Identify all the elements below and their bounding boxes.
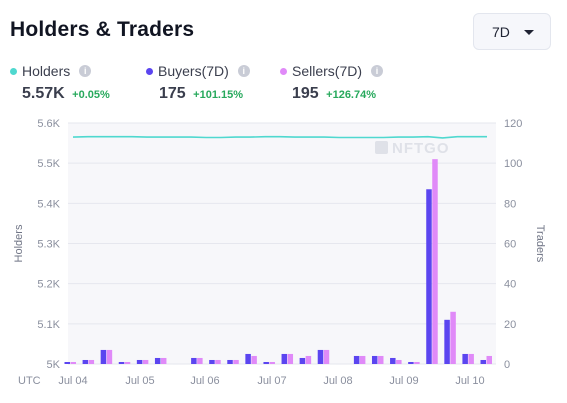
buyers-legend-dot xyxy=(146,67,153,75)
stat-holders-value: 5.57K xyxy=(22,85,65,102)
sellers-bar xyxy=(305,355,312,364)
buyers-bar xyxy=(82,359,89,364)
sellers-bar xyxy=(70,361,76,364)
buyers-bar xyxy=(191,357,197,364)
stat-sellers: Sellers(7D) i 195 +126.74% xyxy=(280,62,384,103)
right-tick-label: 20 xyxy=(504,319,516,331)
buyers-bar xyxy=(408,361,414,364)
sellers-bar xyxy=(160,357,167,364)
stat-holders-label: Holders xyxy=(22,63,71,79)
buyers-bar xyxy=(227,359,233,364)
left-tick-label: 5.5K xyxy=(37,158,60,170)
x-tick-label: Jul 10 xyxy=(455,375,484,387)
buyers-bar xyxy=(390,357,396,364)
sellers-bar xyxy=(287,353,294,364)
buyers-bar xyxy=(353,355,360,364)
buyers-bar xyxy=(444,319,450,364)
sellers-bar xyxy=(88,359,95,364)
watermark: NFTGO xyxy=(392,140,450,157)
right-tick-label: 0 xyxy=(504,359,510,371)
buyers-bar xyxy=(371,355,378,364)
chevron-down-icon xyxy=(524,30,534,35)
stat-buyers: Buyers(7D) i 175 +101.15% xyxy=(146,62,250,103)
x-tick-label: Jul 09 xyxy=(389,375,418,387)
buyers-bar xyxy=(100,349,107,364)
right-axis-title: Traders xyxy=(534,225,546,263)
info-icon[interactable]: i xyxy=(237,65,250,77)
buyers-bar xyxy=(480,359,486,364)
sellers-bar xyxy=(377,355,384,364)
right-tick-label: 60 xyxy=(504,239,516,251)
sellers-bar xyxy=(468,353,474,364)
time-range-value: 7D xyxy=(492,23,510,40)
sellers-bar xyxy=(450,311,456,364)
sellers-bar xyxy=(432,159,438,364)
sellers-bar xyxy=(396,359,402,364)
left-axis-title: Holders xyxy=(13,224,25,262)
stat-sellers-value: 195 xyxy=(292,85,319,102)
stat-buyers-change: +101.15% xyxy=(193,89,244,101)
buyers-bar xyxy=(299,357,306,364)
buyers-bar xyxy=(281,353,288,364)
buyers-bar xyxy=(154,357,161,364)
buyers-bar xyxy=(263,361,269,364)
left-tick-label: 5K xyxy=(47,359,61,371)
stat-holders: Holders i 5.57K +0.05% xyxy=(10,62,110,103)
buyers-bar xyxy=(118,361,125,364)
sellers-bar xyxy=(359,355,366,364)
stat-buyers-label: Buyers(7D) xyxy=(158,63,229,79)
sellers-bar xyxy=(486,355,492,364)
buyers-bar xyxy=(462,353,468,364)
buyers-bar xyxy=(317,349,324,364)
buyers-bar xyxy=(426,189,432,364)
left-tick-label: 5.3K xyxy=(37,239,60,251)
buyers-bar xyxy=(136,359,143,364)
sellers-bar xyxy=(197,357,203,364)
right-tick-label: 40 xyxy=(504,279,516,291)
x-tick-label: Jul 06 xyxy=(190,375,219,387)
x-tick-label: Jul 08 xyxy=(323,375,352,387)
x-tick-label: Jul 04 xyxy=(58,375,87,387)
buyers-bar xyxy=(64,361,70,364)
right-tick-label: 80 xyxy=(504,198,516,210)
sellers-bar xyxy=(323,349,330,364)
sellers-bar xyxy=(269,361,275,364)
info-icon[interactable]: i xyxy=(371,65,384,77)
holders-line xyxy=(72,135,487,139)
x-tick-label: Jul 07 xyxy=(257,375,286,387)
info-icon[interactable]: i xyxy=(79,65,92,77)
buyers-bar xyxy=(209,359,215,364)
sellers-bar xyxy=(233,359,239,364)
stat-holders-change: +0.05% xyxy=(72,89,110,101)
x-tick-label: Jul 05 xyxy=(125,375,154,387)
right-tick-label: 100 xyxy=(504,158,522,170)
time-range-select[interactable]: 7D xyxy=(473,13,551,50)
right-tick-label: 120 xyxy=(504,118,522,130)
stat-sellers-change: +126.74% xyxy=(326,89,377,101)
page-title: Holders & Traders xyxy=(10,18,195,41)
watermark-logo-icon xyxy=(375,141,388,154)
sellers-bar xyxy=(251,355,257,364)
left-tick-label: 5.1K xyxy=(37,319,60,331)
left-tick-label: 5.2K xyxy=(37,279,60,291)
stat-buyers-value: 175 xyxy=(159,85,186,102)
stat-sellers-label: Sellers(7D) xyxy=(292,63,363,79)
sellers-bar xyxy=(215,359,221,364)
buyers-bar xyxy=(245,353,251,364)
sellers-bar xyxy=(142,359,149,364)
left-tick-label: 5.4K xyxy=(37,198,60,210)
sellers-bar xyxy=(414,361,420,364)
sellers-bar xyxy=(124,361,131,364)
sellers-bar xyxy=(106,349,113,364)
sellers-legend-dot xyxy=(280,67,287,75)
holders-legend-dot xyxy=(10,67,17,75)
x-axis-utc-label: UTC xyxy=(18,375,41,387)
left-tick-label: 5.6K xyxy=(37,118,60,130)
